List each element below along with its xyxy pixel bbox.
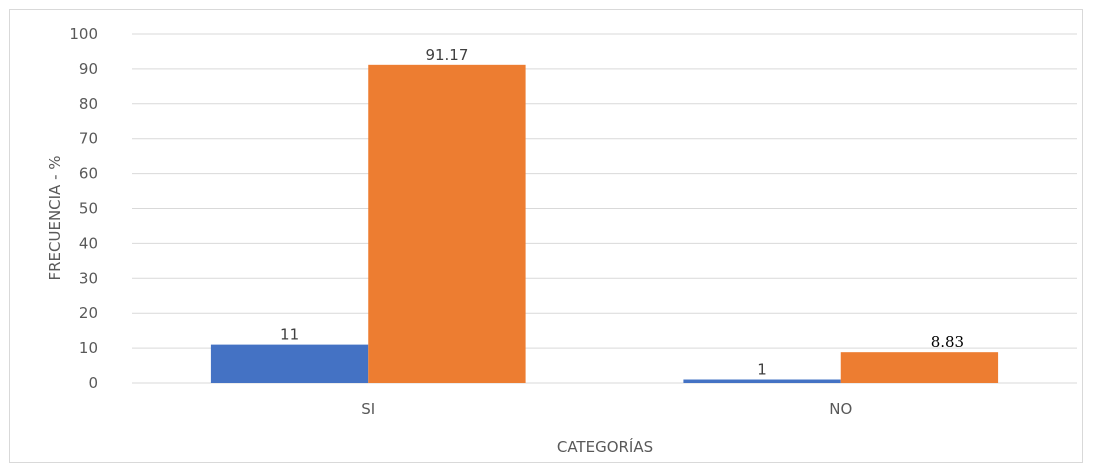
gridlines [132, 33, 1077, 384]
y-tick-label-60: 60 [79, 165, 98, 183]
y-tick-label-70: 70 [79, 130, 98, 148]
y-tick-label-20: 20 [79, 304, 98, 322]
bar-no-series1 [683, 379, 841, 383]
y-tick-label-0: 0 [88, 374, 98, 392]
y-tick-label-100: 100 [69, 25, 98, 43]
y-tick-label-30: 30 [79, 269, 98, 287]
x-axis-ticks: SI NO [361, 400, 852, 418]
x-tick-label-no: NO [829, 400, 852, 418]
chart-frame [9, 9, 1083, 463]
y-tick-label-40: 40 [79, 234, 98, 252]
y-tick-label-10: 10 [79, 339, 98, 357]
y-tick-label-50: 50 [79, 200, 98, 218]
bar-no-series2 [840, 352, 999, 383]
data-label-no-series1: 1 [757, 361, 767, 379]
x-axis-title: CATEGORÍAS [557, 437, 653, 456]
x-tick-label-si: SI [361, 400, 375, 418]
y-axis-title: FRECUENCIA - % [46, 155, 64, 280]
bar-si-series2 [368, 64, 526, 383]
data-labels: 11 91.17 1 8.83 [280, 46, 964, 379]
bar-si-series1 [210, 344, 369, 383]
bars [210, 64, 999, 383]
data-label-no-series2: 8.83 [931, 333, 964, 351]
data-label-si-series2: 91.17 [425, 46, 468, 64]
y-axis-ticks: 0 10 20 30 40 50 60 70 80 90 100 [69, 25, 98, 392]
data-label-si-series1: 11 [280, 326, 299, 344]
y-tick-label-90: 90 [79, 60, 98, 78]
y-tick-label-80: 80 [79, 95, 98, 113]
